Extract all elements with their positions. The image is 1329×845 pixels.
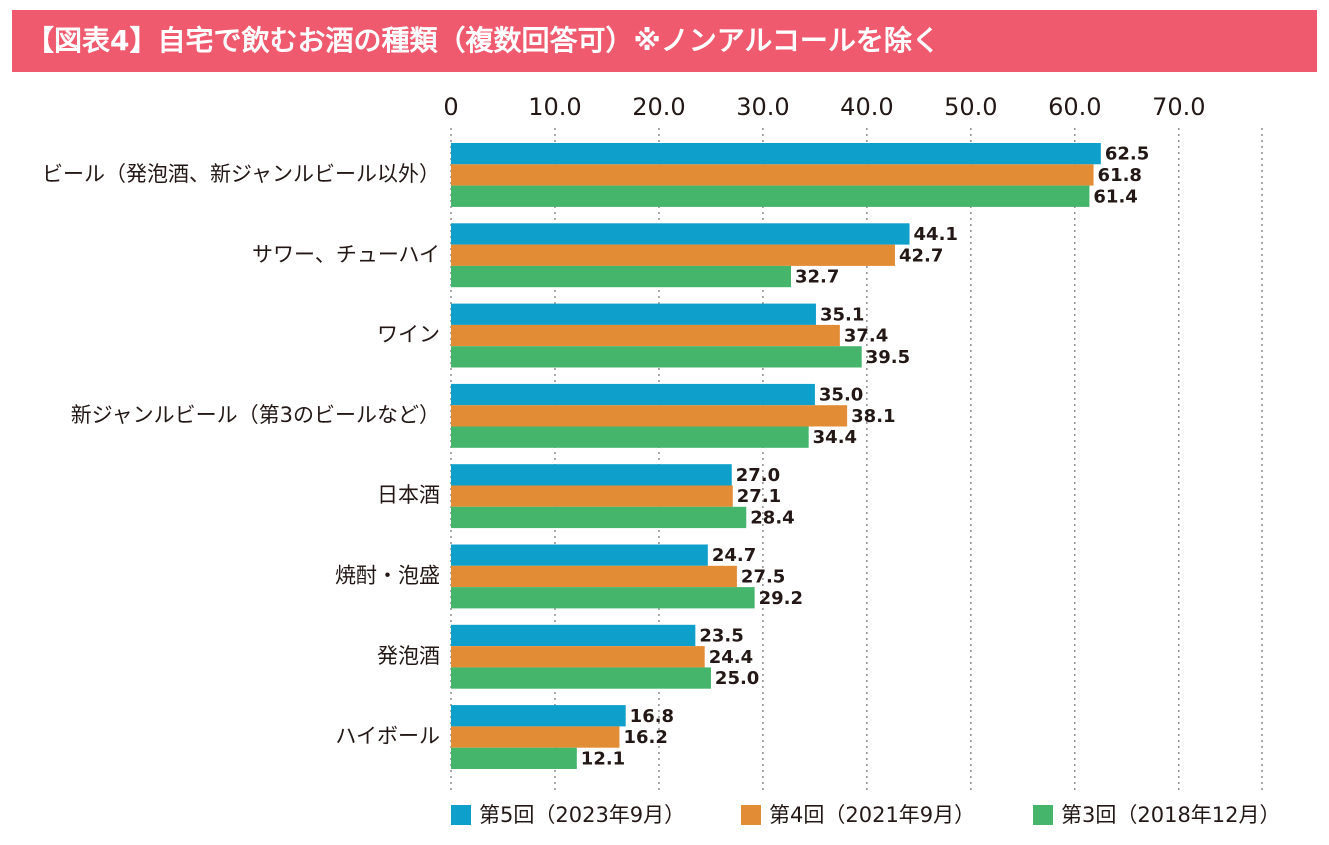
value-label: 44.1: [914, 224, 958, 245]
bar: [451, 426, 809, 448]
y-tick-label: ビール（発泡酒、新ジャンルビール以外）: [42, 162, 440, 186]
bar: [451, 624, 696, 647]
value-label: 25.0: [715, 668, 759, 689]
legend-label: 第4回（2021年9月）: [769, 803, 975, 827]
value-label: 24.4: [709, 647, 753, 668]
y-tick-label: 日本酒: [377, 483, 440, 507]
legend-swatch: [451, 805, 471, 825]
bar: [451, 324, 840, 347]
y-tick-label: ワイン: [377, 323, 440, 347]
value-label: 23.5: [699, 625, 743, 646]
value-label: 35.1: [820, 304, 864, 325]
legend-swatch: [741, 805, 761, 825]
value-label: 12.1: [581, 748, 625, 769]
bar: [451, 705, 626, 727]
bar: [451, 383, 815, 406]
value-label: 29.2: [759, 588, 803, 609]
value-label: 38.1: [851, 406, 895, 427]
bar: [451, 185, 1090, 207]
x-tick-label: 30.0: [736, 93, 789, 121]
value-label: 27.5: [741, 566, 785, 587]
bar: [451, 143, 1101, 165]
value-label: 62.5: [1105, 144, 1149, 165]
legend-label: 第5回（2023年9月）: [479, 803, 685, 827]
x-tick-label: 0: [443, 93, 458, 121]
bar: [451, 587, 755, 609]
bar: [451, 565, 737, 588]
chart-title: 【図表4】自宅で飲むお酒の種類（複数回答可）※ノンアルコールを除く: [26, 24, 940, 57]
x-tick-label: 10.0: [528, 93, 581, 121]
value-label: 34.4: [813, 427, 857, 448]
bar: [451, 667, 711, 689]
bar: [451, 464, 732, 486]
value-label: 28.4: [750, 507, 794, 528]
value-label: 16.8: [630, 706, 674, 727]
y-tick-label: 焼酎・泡盛: [335, 563, 440, 587]
bar: [451, 164, 1094, 186]
value-label: 24.7: [712, 545, 756, 566]
x-tick-label: 70.0: [1152, 93, 1205, 121]
value-label: 61.8: [1098, 165, 1142, 186]
x-tick-label: 40.0: [840, 93, 893, 121]
bar: [451, 405, 848, 427]
value-label: 42.7: [899, 245, 943, 266]
bar: [451, 265, 791, 288]
value-label: 35.0: [819, 385, 863, 406]
bar: [451, 303, 816, 325]
value-label: 32.7: [795, 267, 839, 288]
bar: [451, 506, 747, 529]
legend-swatch: [1033, 805, 1053, 825]
y-tick-label: 発泡酒: [377, 644, 440, 668]
bar: [451, 646, 705, 668]
x-tick-label: 50.0: [944, 93, 997, 121]
title-bar: [12, 10, 1317, 72]
value-label: 39.5: [866, 347, 910, 368]
bar: [451, 726, 620, 748]
y-tick-label: 新ジャンルビール（第3のビールなど）: [71, 403, 440, 427]
bar: [451, 346, 862, 368]
x-tick-label: 20.0: [632, 93, 685, 121]
bar: [451, 747, 577, 769]
legend-label: 第3回（2018年12月）: [1061, 803, 1281, 827]
value-label: 27.0: [736, 465, 780, 486]
y-tick-label: ハイボール: [335, 724, 440, 748]
y-tick-label: サワー、チューハイ: [252, 242, 440, 266]
x-tick-label: 60.0: [1048, 93, 1101, 121]
bar: [451, 485, 733, 507]
bar: [451, 223, 910, 245]
value-label: 61.4: [1093, 186, 1137, 207]
bar: [451, 544, 708, 566]
value-label: 27.1: [737, 486, 781, 507]
value-label: 37.4: [844, 326, 888, 347]
value-label: 16.2: [623, 727, 667, 748]
bar: [451, 244, 895, 266]
